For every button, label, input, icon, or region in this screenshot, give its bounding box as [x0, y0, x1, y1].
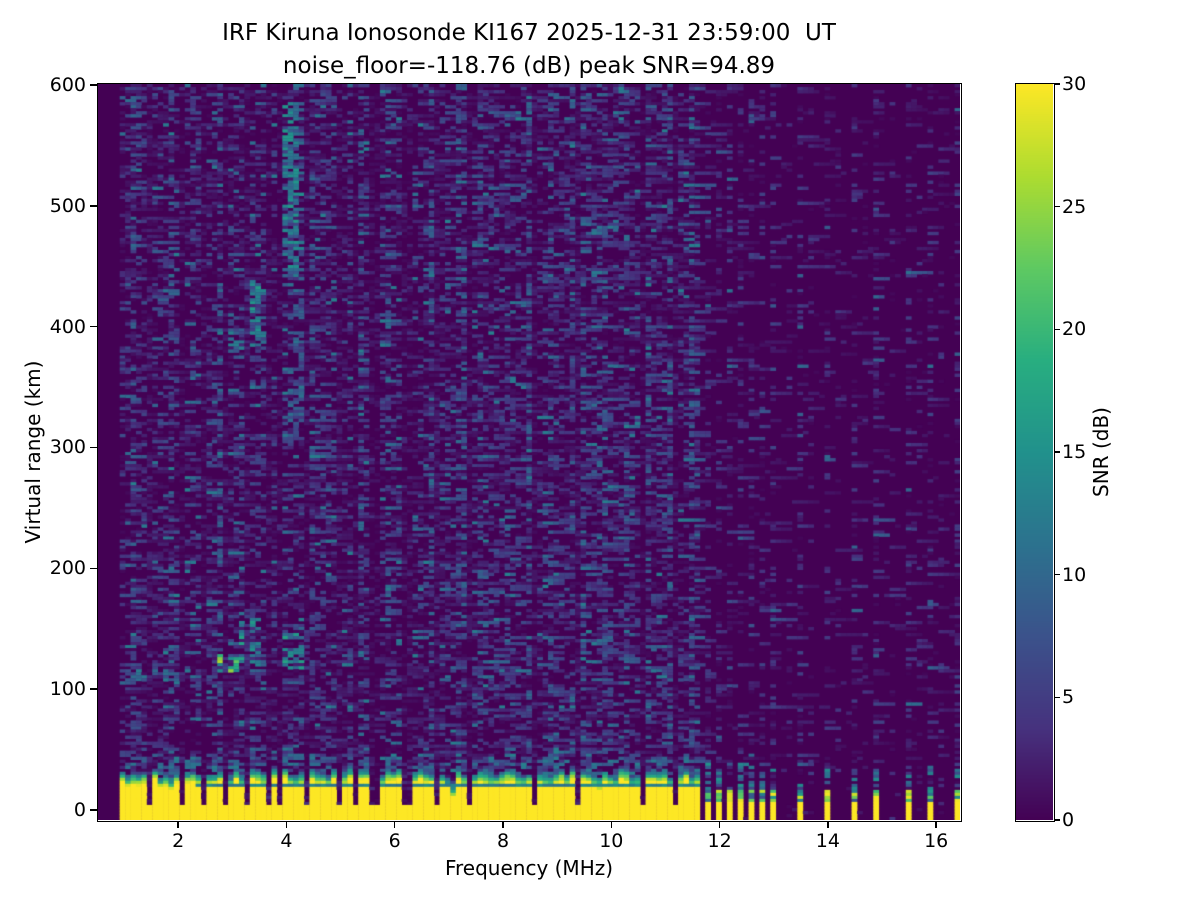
x-tick-mark [177, 821, 179, 828]
y-tick-mark [90, 567, 97, 570]
x-tick-mark [393, 821, 396, 828]
chart-title-line-1: IRF Kiruna Ionosonde KI167 2025-12-31 23… [222, 20, 836, 46]
x-tick-label: 14 [815, 830, 840, 852]
colorbar-tick-label: 25 [1062, 195, 1087, 218]
x-tick-label: 4 [280, 830, 293, 852]
colorbar-tick-mark [1054, 696, 1060, 699]
y-tick-mark [90, 688, 97, 690]
x-tick-label: 16 [924, 830, 949, 852]
y-tick-label: 400 [49, 315, 86, 338]
colorbar [1015, 83, 1055, 822]
y-tick-label: 500 [49, 194, 86, 217]
colorbar-tick-mark [1054, 328, 1060, 331]
colorbar-tick-mark [1054, 451, 1060, 453]
colorbar-tick-mark [1054, 573, 1060, 576]
y-tick-label: 600 [49, 73, 86, 96]
x-tick-label: 6 [388, 830, 401, 852]
plot-area [97, 83, 962, 822]
colorbar-tick-label: 20 [1062, 318, 1087, 341]
y-tick-mark [90, 325, 97, 328]
colorbar-tick-label: 10 [1062, 563, 1087, 586]
colorbar-tick-label: 30 [1062, 73, 1087, 95]
x-tick-mark [827, 821, 829, 828]
colorbar-gradient-canvas [1016, 84, 1053, 820]
colorbar-tick-label: 15 [1062, 441, 1087, 463]
x-tick-mark [718, 821, 721, 828]
x-tick-label: 2 [172, 830, 185, 852]
x-tick-label: 12 [707, 830, 732, 852]
chart-title-line-2: noise_floor=-118.76 (dB) peak SNR=94.89 [282, 53, 776, 79]
y-axis-label: Virtual range (km) [21, 360, 45, 544]
colorbar-tick-label: 5 [1062, 686, 1075, 709]
x-tick-mark [610, 821, 613, 828]
x-tick-label: 8 [496, 830, 510, 852]
colorbar-tick-label: 0 [1062, 809, 1075, 831]
y-tick-mark [90, 84, 97, 86]
colorbar-tick-mark [1054, 819, 1060, 821]
y-tick-mark [90, 205, 97, 207]
y-tick-mark [90, 809, 97, 811]
x-tick-label: 10 [599, 830, 624, 852]
y-tick-mark [90, 446, 97, 449]
ionogram-heatmap-canvas [98, 84, 960, 820]
colorbar-tick-mark [1054, 205, 1060, 208]
x-tick-mark [935, 821, 937, 828]
x-tick-mark [285, 821, 288, 828]
x-axis-label: Frequency (MHz) [444, 856, 614, 880]
x-tick-mark [502, 821, 504, 828]
y-tick-label: 0 [73, 798, 86, 821]
y-tick-label: 300 [49, 436, 86, 459]
y-tick-label: 100 [49, 678, 86, 701]
colorbar-tick-mark [1054, 83, 1060, 85]
colorbar-label: SNR (dB) [1089, 407, 1113, 497]
y-tick-label: 200 [49, 557, 86, 580]
